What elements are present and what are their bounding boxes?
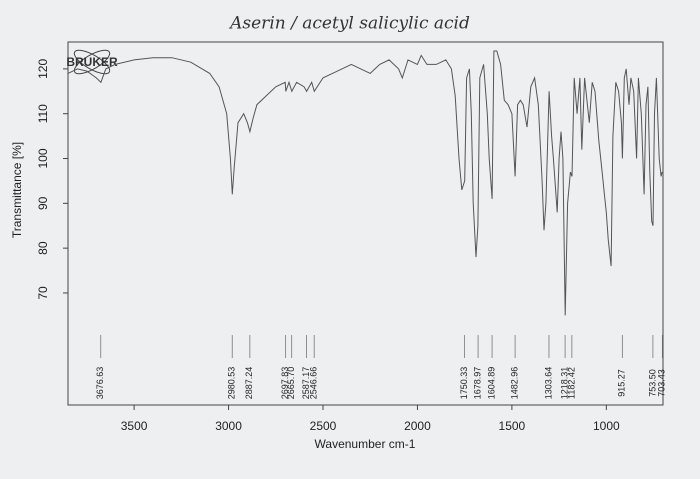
peak-label: 1750.33 (459, 367, 469, 400)
peak-label: 2665.70 (286, 367, 296, 400)
peak-label: 2587.17 (301, 367, 311, 400)
spectrum-line (67, 50, 663, 316)
peak-label: 2887.24 (244, 367, 254, 400)
peak-label: 1303.64 (543, 367, 553, 400)
peak-label: 1678.97 (472, 367, 482, 400)
x-tick-label: 1500 (499, 419, 526, 433)
peak-label: 2980.53 (227, 367, 237, 400)
x-tick-label: 2500 (310, 419, 337, 433)
chart-title: Aserin / acetyl salicylic acid (228, 14, 470, 34)
peak-label: 2697.83 (280, 367, 290, 400)
y-axis-label: Transmittance [%] (10, 142, 24, 238)
x-tick-label: 3000 (215, 419, 242, 433)
peak-label: 1182.42 (566, 367, 576, 399)
x-tick-label: 2000 (404, 419, 431, 433)
x-axis-label: Wavenumber cm-1 (315, 437, 416, 451)
peak-label: 2546.66 (309, 367, 319, 400)
peak-label: 1604.89 (486, 367, 496, 400)
y-tick-label: 70 (36, 286, 50, 300)
plot-frame (67, 41, 664, 406)
x-tick-label: 3500 (121, 419, 148, 433)
peak-label: 915.27 (617, 369, 627, 397)
peak-label: 1218.31 (559, 367, 569, 400)
y-tick-label: 110 (36, 104, 50, 123)
peak-label: 1482.96 (509, 367, 519, 400)
y-tick-label: 80 (36, 241, 50, 255)
y-tick-label: 100 (36, 148, 50, 168)
logo-text: BRUKER (66, 55, 118, 69)
x-tick-label: 1000 (593, 419, 620, 433)
logo: BRUKER (66, 49, 118, 75)
peak-label: 703.43 (657, 369, 667, 397)
y-tick-label: 120 (36, 59, 50, 79)
y-tick-label: 90 (36, 196, 50, 210)
peak-label: 753.50 (647, 369, 657, 397)
peak-label: 3676.63 (95, 367, 105, 400)
